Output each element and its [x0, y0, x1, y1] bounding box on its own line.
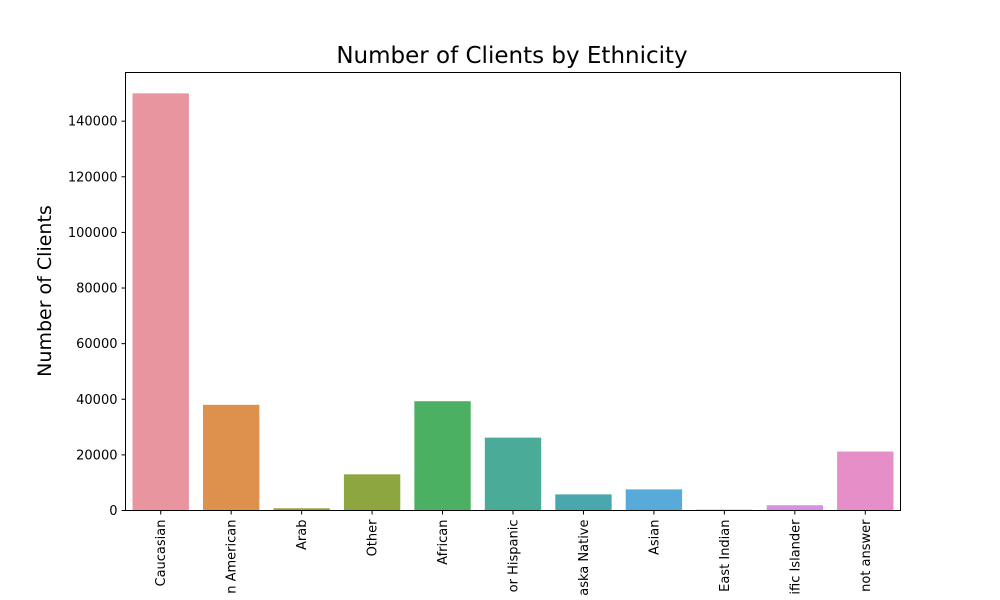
- chart-title: Number of Clients by Ethnicity: [336, 43, 687, 69]
- y-tick-label: 60000: [76, 337, 117, 352]
- x-tick-label: Caucasian: [154, 520, 169, 587]
- x-axis-ticks: Caucasian n American Arab Other African or Hi…: [154, 510, 874, 596]
- y-tick-label: 80000: [76, 282, 117, 297]
- bar-7: [625, 489, 683, 511]
- x-tick-label: Arab: [295, 520, 310, 550]
- bar-0: [132, 93, 189, 511]
- x-tick-label: n American: [225, 520, 240, 594]
- x-tick-label: Other: [366, 519, 381, 557]
- y-tick-label: 20000: [76, 448, 117, 463]
- y-axis-ticks: 0 20000 40000 60000 80000 100000 120000 140000: [68, 115, 126, 519]
- bar-10: [837, 451, 894, 511]
- y-axis-label: Number of Clients: [34, 205, 56, 377]
- bars: [132, 93, 894, 511]
- bar-1: [203, 404, 260, 511]
- y-tick-label: 0: [109, 504, 117, 519]
- x-tick-label: Asian: [647, 520, 662, 555]
- bar-4: [414, 401, 471, 511]
- y-tick-label: 100000: [68, 226, 118, 241]
- y-tick-label: 140000: [68, 115, 118, 130]
- x-tick-label: not answer: [859, 519, 874, 592]
- bar-6: [555, 494, 612, 511]
- plot-frame: [125, 72, 901, 511]
- x-tick-label: ific Islander: [788, 519, 803, 595]
- bar-3: [343, 474, 401, 511]
- x-tick-label: aska Native: [577, 520, 592, 596]
- bar-5: [484, 437, 542, 511]
- y-tick-label: 120000: [68, 170, 118, 185]
- x-tick-label: African: [436, 520, 451, 565]
- x-tick-label: or Hispanic: [507, 520, 522, 593]
- bar-2: [273, 508, 330, 511]
- y-tick-label: 40000: [76, 393, 117, 408]
- x-tick-label: East Indian: [718, 520, 733, 592]
- bar-9: [766, 505, 823, 511]
